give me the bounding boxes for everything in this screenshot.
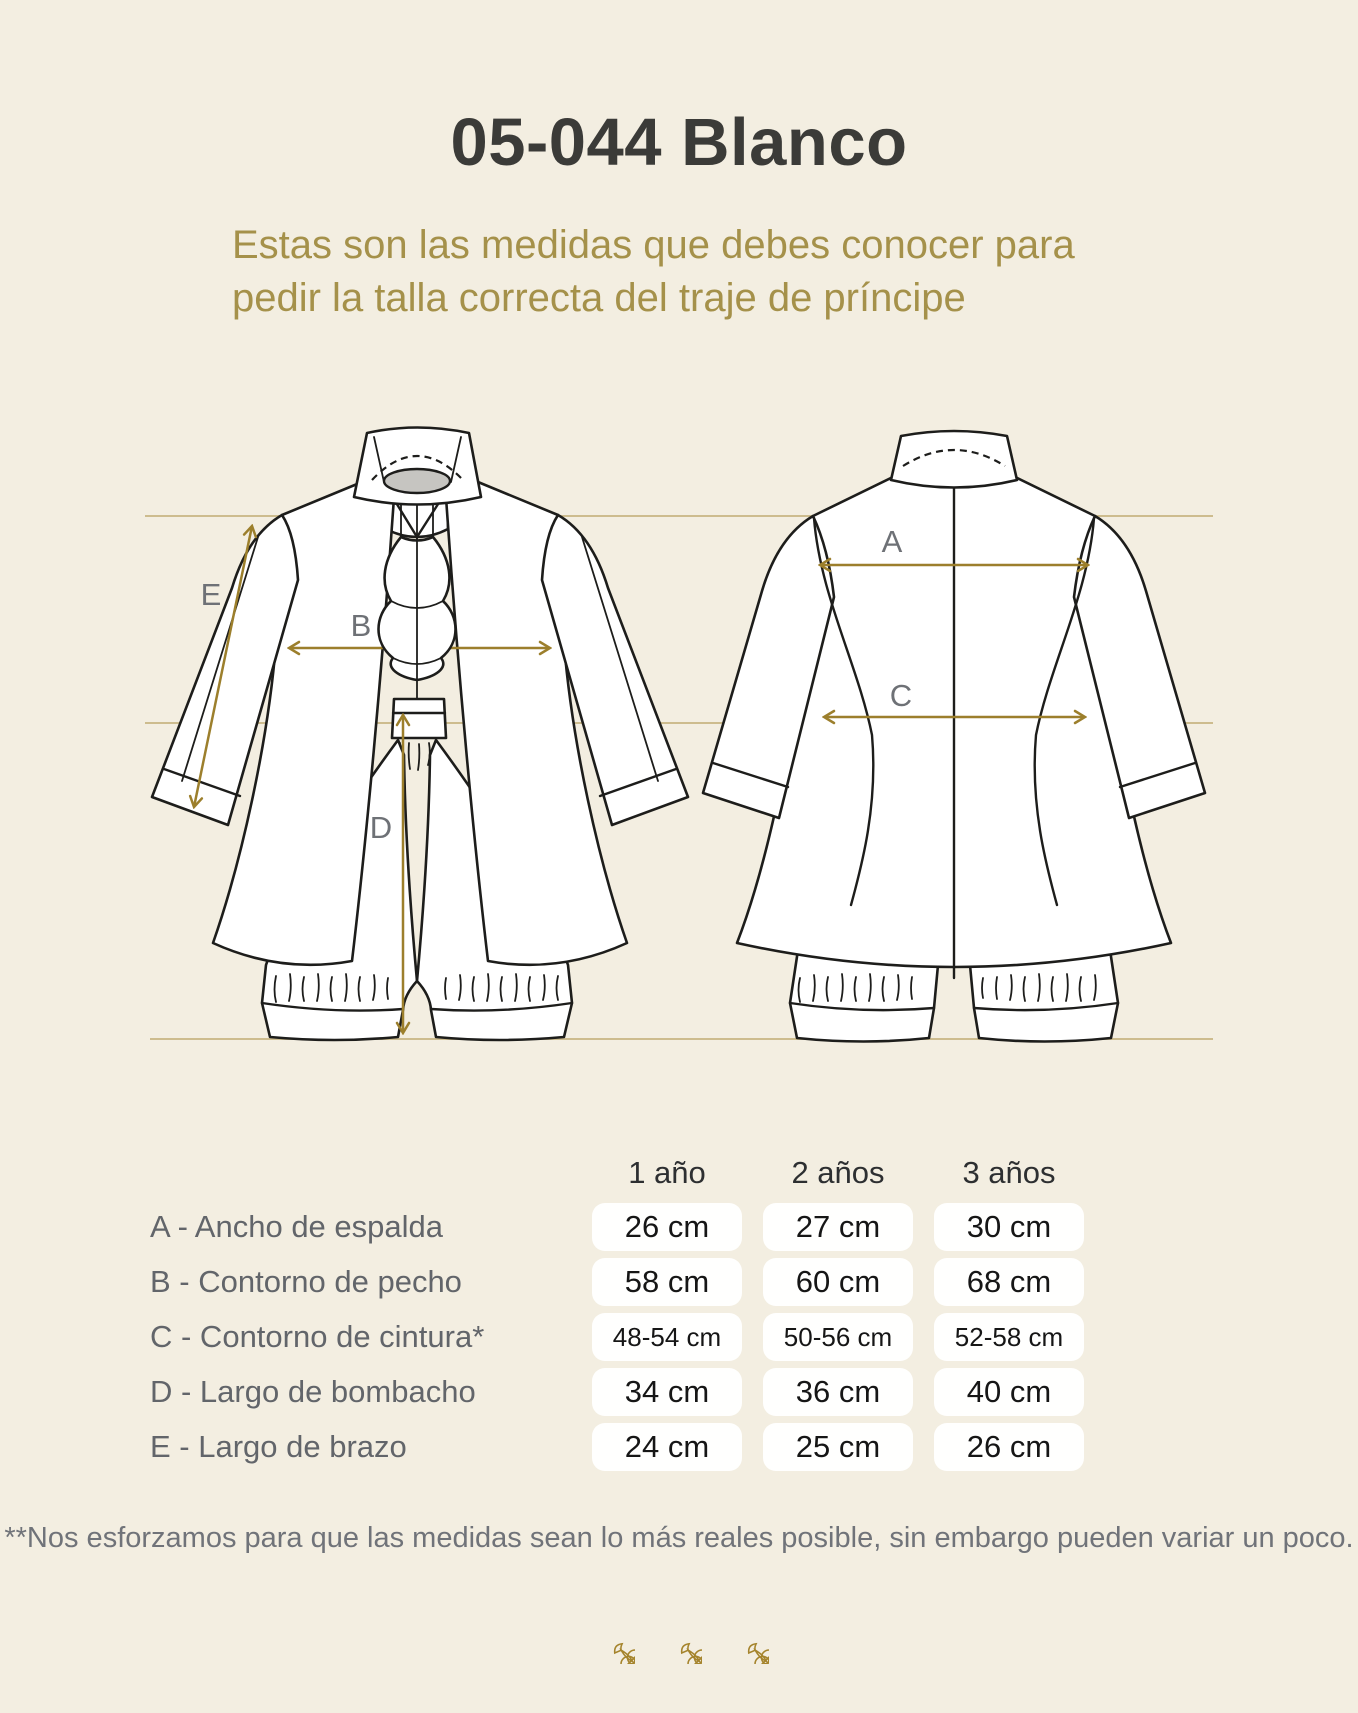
back-bombacho-left-leg (788, 948, 940, 1043)
jabot-ruffle (377, 499, 457, 699)
back-left-princess-seam (812, 516, 875, 907)
value-cell: 68 cm (934, 1258, 1084, 1306)
back-collar (889, 429, 1019, 489)
page-title: 05-044 Blanco (450, 105, 908, 180)
neck-opening (382, 467, 452, 495)
measure-label-b: B (351, 608, 372, 643)
waist-sash (390, 697, 448, 740)
value-cell: 24 cm (592, 1423, 742, 1471)
column-header-2: 2 años (791, 1155, 885, 1190)
measure-label-a: A (882, 524, 903, 559)
back-right-sleeve (1072, 514, 1207, 820)
row-label-c: C - Contorno de cintura* (150, 1319, 485, 1354)
value-cell: 25 cm (763, 1423, 913, 1471)
value-cell: 50-56 cm (763, 1313, 913, 1361)
value-cell: 40 cm (934, 1368, 1084, 1416)
ornament-icon (723, 1618, 769, 1664)
measure-label-e: E (201, 577, 222, 612)
back-bombacho-right-leg (968, 948, 1120, 1043)
value-cell: 48-54 cm (592, 1313, 742, 1361)
front-collar (352, 426, 483, 506)
row-label-d: D - Largo de bombacho (150, 1374, 476, 1409)
measure-label-c: C (890, 678, 912, 713)
front-view-garment: E B D (150, 426, 690, 1042)
footer-ornaments (0, 1618, 1358, 1664)
back-left-sleeve (701, 514, 836, 820)
row-label-b: B - Contorno de pecho (150, 1264, 462, 1299)
back-right-princess-seam (1033, 516, 1096, 907)
ornament-icon (589, 1618, 635, 1664)
column-header-3: 3 años (962, 1155, 1056, 1190)
garment-measurement-diagram: E B D (0, 425, 1358, 1050)
value-cell: 60 cm (763, 1258, 913, 1306)
measure-arrow-e (194, 526, 252, 807)
back-view-garment: A C (701, 429, 1207, 1043)
value-cell: 30 cm (934, 1203, 1084, 1251)
ornament-icon (656, 1618, 702, 1664)
front-right-sleeve (540, 513, 690, 827)
subtitle-line-2: pedir la talla correcta del traje de prí… (232, 276, 966, 320)
row-label-e: E - Largo de brazo (150, 1429, 407, 1464)
value-cell: 34 cm (592, 1368, 742, 1416)
value-cell: 26 cm (934, 1423, 1084, 1471)
value-cell: 36 cm (763, 1368, 913, 1416)
row-label-a: A - Ancho de espalda (150, 1209, 444, 1244)
column-header-1: 1 año (628, 1155, 706, 1190)
value-cell: 52-58 cm (934, 1313, 1084, 1361)
size-table: A - Ancho de espalda 26 cm 27 cm 30 cm B… (150, 1203, 1084, 1471)
size-table-headers: 1 año 2 años 3 años (150, 1152, 1084, 1194)
subtitle-line-1: Estas son las medidas que debes conocer … (232, 223, 1075, 267)
garment-diagram-svg: E B D (145, 426, 1213, 1043)
measure-label-d: D (370, 810, 392, 845)
value-cell: 27 cm (763, 1203, 913, 1251)
value-cell: 58 cm (592, 1258, 742, 1306)
value-cell: 26 cm (592, 1203, 742, 1251)
measurements-disclaimer: **Nos esforzamos para que las medidas se… (4, 1522, 1354, 1554)
page-subtitle: Estas son las medidas que debes conocer … (232, 219, 1075, 325)
